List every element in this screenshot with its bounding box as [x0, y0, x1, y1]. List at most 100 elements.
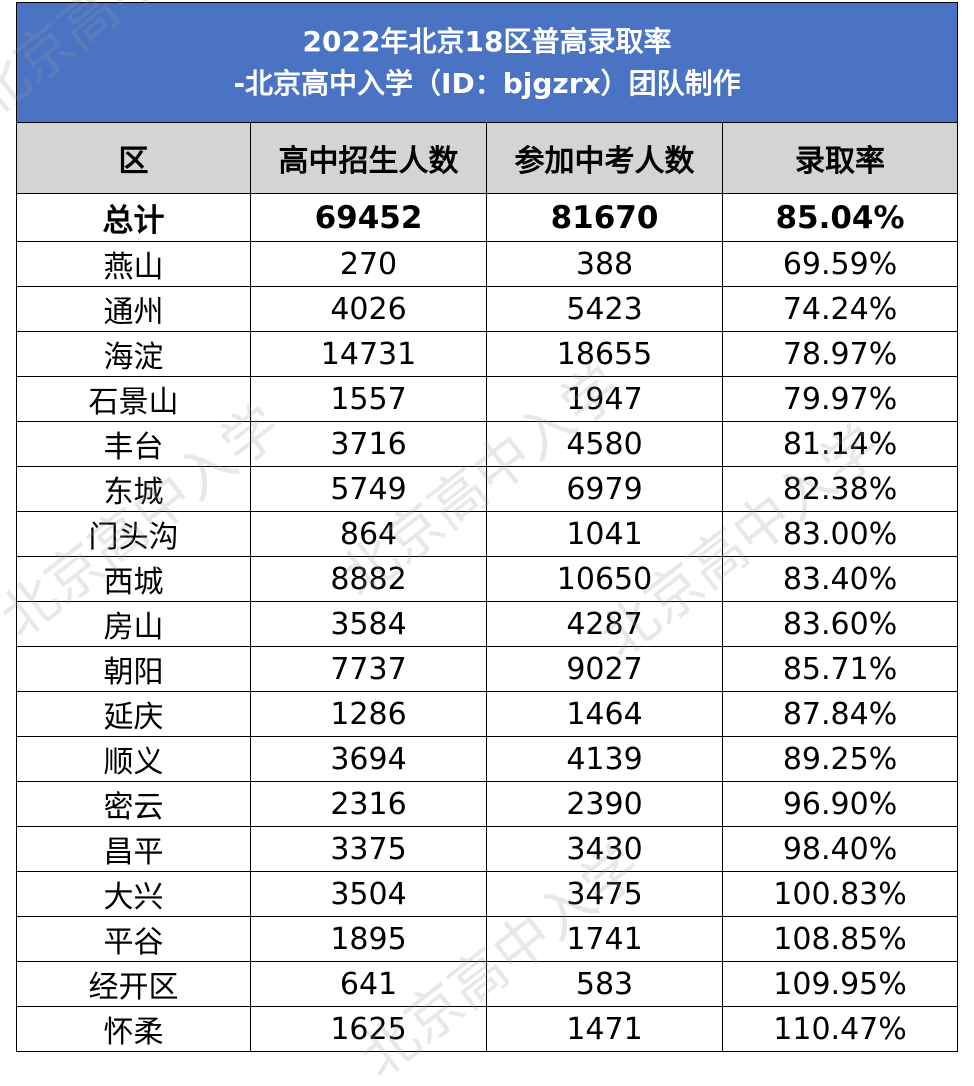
cell-examinees: 10650 — [486, 556, 723, 602]
cell-examinees: 9027 — [486, 646, 723, 692]
title-line-2: -北京高中入学（ID：bjgzrx）团队制作 — [233, 66, 741, 100]
cell-rate: 108.85% — [721, 916, 959, 962]
cell-enrolled: 5749 — [250, 466, 487, 512]
cell-district: 昌平 — [16, 826, 251, 872]
cell-rate: 74.24% — [721, 286, 959, 332]
cell-enrolled: 8882 — [250, 556, 487, 602]
cell-enrolled: 3504 — [250, 871, 487, 917]
cell-district: 经开区 — [16, 961, 251, 1007]
total-enrolled: 69452 — [250, 193, 487, 242]
table-row: 燕山 270 388 69.59% — [16, 241, 959, 287]
table-row: 平谷 1895 1741 108.85% — [16, 916, 959, 962]
column-header-enrolled: 高中招生人数 — [250, 122, 487, 194]
cell-rate: 89.25% — [721, 736, 959, 782]
cell-examinees: 6979 — [486, 466, 723, 512]
cell-examinees: 18655 — [486, 331, 723, 377]
cell-enrolled: 7737 — [250, 646, 487, 692]
cell-rate: 98.40% — [721, 826, 959, 872]
table-row: 朝阳 7737 9027 85.71% — [16, 646, 959, 692]
cell-enrolled: 3584 — [250, 601, 487, 647]
total-label: 总计 — [16, 193, 251, 242]
cell-rate: 96.90% — [721, 781, 959, 827]
cell-enrolled: 2316 — [250, 781, 487, 827]
cell-rate: 85.71% — [721, 646, 959, 692]
cell-district: 密云 — [16, 781, 251, 827]
cell-examinees: 4580 — [486, 421, 723, 467]
cell-district: 怀柔 — [16, 1006, 251, 1052]
table-row: 海淀 14731 18655 78.97% — [16, 331, 959, 377]
table-row: 怀柔 1625 1471 110.47% — [16, 1006, 959, 1052]
cell-rate: 87.84% — [721, 691, 959, 737]
cell-rate: 78.97% — [721, 331, 959, 377]
cell-examinees: 2390 — [486, 781, 723, 827]
admission-rate-table: 2022年北京18区普高录取率 -北京高中入学（ID：bjgzrx）团队制作 区… — [15, 2, 959, 1052]
cell-enrolled: 3716 — [250, 421, 487, 467]
table-row: 顺义 3694 4139 89.25% — [16, 736, 959, 782]
total-examinees: 81670 — [486, 193, 723, 242]
cell-rate: 83.00% — [721, 511, 959, 557]
cell-district: 东城 — [16, 466, 251, 512]
cell-enrolled: 270 — [250, 241, 487, 287]
cell-enrolled: 14731 — [250, 331, 487, 377]
table-row: 大兴 3504 3475 100.83% — [16, 871, 959, 917]
cell-examinees: 3475 — [486, 871, 723, 917]
table-row: 西城 8882 10650 83.40% — [16, 556, 959, 602]
column-header-district: 区 — [16, 122, 251, 194]
cell-enrolled: 3375 — [250, 826, 487, 872]
cell-examinees: 4139 — [486, 736, 723, 782]
cell-enrolled: 4026 — [250, 286, 487, 332]
cell-rate: 69.59% — [721, 241, 959, 287]
cell-examinees: 1464 — [486, 691, 723, 737]
cell-rate: 83.60% — [721, 601, 959, 647]
cell-enrolled: 1557 — [250, 376, 487, 422]
column-header-row: 区 高中招生人数 参加中考人数 录取率 — [16, 122, 959, 194]
cell-district: 房山 — [16, 601, 251, 647]
table-title: 2022年北京18区普高录取率 -北京高中入学（ID：bjgzrx）团队制作 — [15, 2, 959, 123]
table-row: 石景山 1557 1947 79.97% — [16, 376, 959, 422]
cell-district: 西城 — [16, 556, 251, 602]
table-row: 通州 4026 5423 74.24% — [16, 286, 959, 332]
title-line-1: 2022年北京18区普高录取率 — [302, 24, 672, 58]
cell-enrolled: 864 — [250, 511, 487, 557]
cell-examinees: 3430 — [486, 826, 723, 872]
cell-district: 朝阳 — [16, 646, 251, 692]
cell-rate: 82.38% — [721, 466, 959, 512]
cell-district: 燕山 — [16, 241, 251, 287]
cell-district: 海淀 — [16, 331, 251, 377]
cell-examinees: 1471 — [486, 1006, 723, 1052]
table-row: 房山 3584 4287 83.60% — [16, 601, 959, 647]
cell-district: 通州 — [16, 286, 251, 332]
cell-rate: 83.40% — [721, 556, 959, 602]
admission-rate-table-container: 2022年北京18区普高录取率 -北京高中入学（ID：bjgzrx）团队制作 区… — [15, 2, 959, 1070]
table-row: 密云 2316 2390 96.90% — [16, 781, 959, 827]
cell-district: 平谷 — [16, 916, 251, 962]
cell-rate: 81.14% — [721, 421, 959, 467]
table-row: 东城 5749 6979 82.38% — [16, 466, 959, 512]
table-row: 延庆 1286 1464 87.84% — [16, 691, 959, 737]
cell-examinees: 1741 — [486, 916, 723, 962]
cell-examinees: 1041 — [486, 511, 723, 557]
cell-examinees: 5423 — [486, 286, 723, 332]
cell-district: 延庆 — [16, 691, 251, 737]
table-row: 丰台 3716 4580 81.14% — [16, 421, 959, 467]
cell-enrolled: 1286 — [250, 691, 487, 737]
cell-district: 大兴 — [16, 871, 251, 917]
total-rate: 85.04% — [721, 193, 959, 242]
cell-enrolled: 641 — [250, 961, 487, 1007]
cell-district: 石景山 — [16, 376, 251, 422]
table-row: 门头沟 864 1041 83.00% — [16, 511, 959, 557]
table-row: 昌平 3375 3430 98.40% — [16, 826, 959, 872]
table-row: 经开区 641 583 109.95% — [16, 961, 959, 1007]
cell-examinees: 388 — [486, 241, 723, 287]
cell-rate: 100.83% — [721, 871, 959, 917]
cell-rate: 109.95% — [721, 961, 959, 1007]
cell-district: 丰台 — [16, 421, 251, 467]
cell-district: 门头沟 — [16, 511, 251, 557]
cell-examinees: 1947 — [486, 376, 723, 422]
cell-district: 顺义 — [16, 736, 251, 782]
cell-rate: 79.97% — [721, 376, 959, 422]
total-row: 总计 69452 81670 85.04% — [16, 193, 959, 242]
column-header-examinees: 参加中考人数 — [486, 122, 723, 194]
cell-enrolled: 3694 — [250, 736, 487, 782]
cell-enrolled: 1625 — [250, 1006, 487, 1052]
